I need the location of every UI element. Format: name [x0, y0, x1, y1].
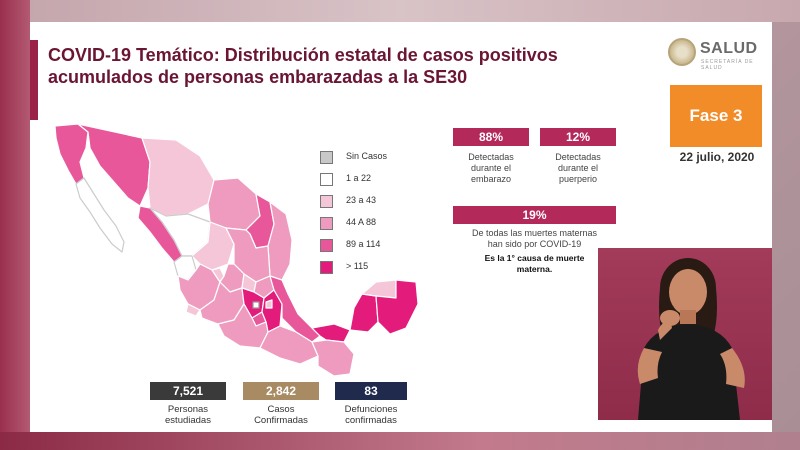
- legend-label: 89 a 114: [346, 239, 381, 249]
- video-frame-left: [0, 0, 30, 450]
- pregnancy-percent-badge: 88%: [453, 128, 529, 146]
- legend-swatch: [320, 217, 333, 230]
- report-date: 22 julio, 2020: [679, 150, 755, 164]
- mexico-choropleth-map: [54, 123, 419, 377]
- puerperium-label-line: durante el: [557, 163, 599, 173]
- maternal-deaths-label: De todas las muertes maternas han sido p…: [448, 228, 621, 250]
- people-studied-line: Personas: [167, 404, 209, 415]
- video-frame-top: [0, 0, 800, 22]
- state-chihuahua: [141, 137, 215, 217]
- confirmed-cases-line: Casos: [267, 404, 295, 415]
- state-tabasco: [311, 323, 351, 343]
- state-yucatan: [361, 279, 397, 299]
- state-baja-california: [54, 123, 89, 185]
- maternal-deaths-note: Es la 1° causa de muerte materna.: [448, 253, 621, 275]
- people-studied-label: Personas estudiadas: [145, 404, 231, 426]
- confirmed-deaths-line: confirmadas: [345, 415, 397, 426]
- interpreter-figure: [637, 258, 745, 420]
- legend-item: 89 a 114: [320, 238, 440, 254]
- legend-swatch: [320, 151, 333, 164]
- title-line-2: acumulados de personas embarazadas a la …: [48, 67, 468, 87]
- state-baja-california-sur: [75, 177, 125, 253]
- logo-text: SALUD: [700, 40, 758, 57]
- puerperium-percent-label: Detectadas durante el puerperio: [535, 152, 621, 185]
- video-frame-bottom: [0, 432, 800, 450]
- state-coahuila: [207, 177, 261, 231]
- legend-label: 44 A 88: [346, 217, 377, 227]
- coat-of-arms-icon: [668, 38, 696, 66]
- legend-swatch: [320, 195, 333, 208]
- people-studied-count: 7,521: [150, 382, 226, 400]
- state-cdmx: [252, 301, 260, 309]
- pregnancy-label-line: embarazo: [470, 174, 512, 184]
- salud-logo: SALUD SECRETARÍA DE SALUD: [668, 38, 768, 71]
- state-colima: [185, 303, 201, 317]
- confirmed-cases-label: Casos Confirmadas: [238, 404, 324, 426]
- state-chiapas: [311, 339, 355, 377]
- title-accent-bar: [30, 40, 38, 120]
- confirmed-deaths-count: 83: [335, 382, 407, 400]
- state-veracruz: [269, 275, 321, 343]
- state-tamaulipas: [267, 201, 293, 281]
- confirmed-cases-line: Confirmadas: [254, 415, 308, 426]
- maternal-deaths-percent-badge: 19%: [453, 206, 616, 224]
- pregnancy-percent-label: Detectadas durante el embarazo: [448, 152, 534, 185]
- legend-item: 23 a 43: [320, 194, 440, 210]
- legend-label: 1 a 22: [346, 173, 372, 183]
- legend-item: > 115: [320, 260, 440, 276]
- maternal-deaths-line: han sido por COVID-19: [487, 239, 582, 249]
- state-quintana-roo: [375, 279, 419, 335]
- sign-language-interpreter-video: [598, 248, 772, 420]
- pregnancy-label-line: Detectadas: [468, 152, 514, 162]
- state-campeche: [349, 293, 379, 333]
- title-line-1: COVID-19 Temático: Distribución estatal …: [48, 45, 558, 65]
- state-tlaxcala: [265, 299, 273, 309]
- maternal-deaths-line: De todas las muertes maternas: [471, 228, 598, 238]
- legend-swatch: [320, 173, 333, 186]
- legend-label: 23 a 43: [346, 195, 377, 205]
- phase-badge: Fase 3: [670, 85, 762, 147]
- maternal-deaths-note-line: materna.: [516, 264, 553, 274]
- puerperium-label-line: Detectadas: [555, 152, 601, 162]
- legend-swatch: [320, 239, 333, 252]
- confirmed-cases-count: 2,842: [243, 382, 319, 400]
- pregnancy-label-line: durante el: [470, 163, 512, 173]
- legend-label: > 115: [346, 261, 369, 271]
- confirmed-deaths-label: Defunciones confirmadas: [328, 404, 414, 426]
- legend-item: Sin Casos: [320, 150, 440, 166]
- logo-subtext: SECRETARÍA DE SALUD: [701, 59, 754, 71]
- legend-item: 1 a 22: [320, 172, 440, 188]
- confirmed-deaths-line: Defunciones: [344, 404, 398, 415]
- state-oaxaca: [259, 325, 319, 365]
- legend-label: Sin Casos: [346, 151, 388, 161]
- maternal-deaths-note-line: Es la 1° causa de muerte: [484, 253, 585, 263]
- puerperium-percent-badge: 12%: [540, 128, 616, 146]
- legend-item: 44 A 88: [320, 216, 440, 232]
- slide-title: COVID-19 Temático: Distribución estatal …: [48, 44, 628, 88]
- people-studied-line: estudiadas: [165, 415, 211, 426]
- state-guerrero: [217, 303, 269, 349]
- puerperium-label-line: puerperio: [558, 174, 598, 184]
- legend-swatch: [320, 261, 333, 274]
